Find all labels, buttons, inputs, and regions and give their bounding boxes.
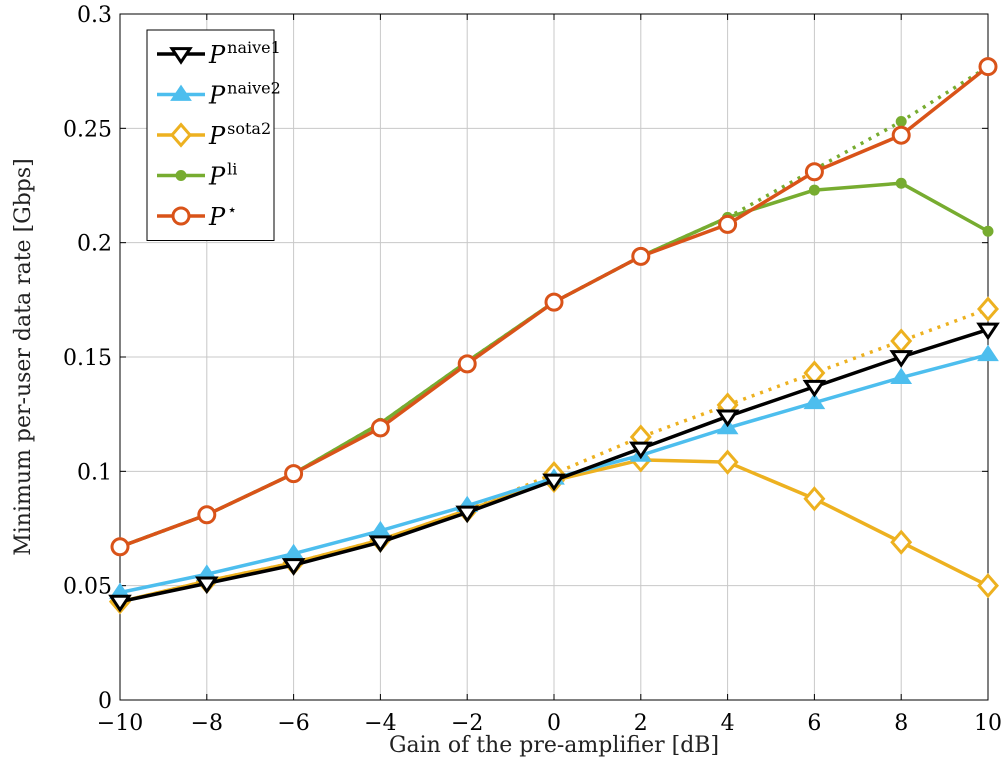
data-point: [370, 418, 390, 438]
x-axis-title: Gain of the pre-amplifier [dB]: [389, 733, 719, 758]
y-tick-label: 0.3: [77, 3, 112, 28]
data-point: [455, 505, 480, 524]
legend-label-superscript: naive2: [227, 79, 281, 98]
data-point: [808, 184, 820, 196]
x-tick-label: −4: [364, 711, 396, 736]
data-point: [976, 322, 1000, 341]
data-point: [804, 162, 824, 182]
y-tick-label: 0.2: [77, 232, 112, 257]
y-tick-label: 0.1: [77, 460, 112, 485]
data-point: [889, 350, 914, 368]
x-tick-label: 8: [894, 711, 908, 736]
x-tick-label: −10: [97, 711, 143, 736]
data-point: [803, 392, 826, 410]
data-point: [977, 296, 999, 322]
data-point: [194, 576, 219, 595]
data-point: [281, 558, 306, 576]
x-tick-label: 0: [547, 711, 561, 736]
data-point: [978, 57, 998, 77]
y-tick-label: 0: [98, 689, 112, 714]
legend-label-superscript: li: [227, 160, 237, 179]
x-tick-label: 2: [634, 711, 648, 736]
data-point: [890, 328, 913, 354]
data-point: [718, 214, 738, 234]
data-point: [977, 344, 999, 362]
data-point: [890, 529, 913, 555]
y-tick-label: 0.15: [63, 346, 112, 371]
x-tick-label: −2: [451, 711, 483, 736]
legend-marker: [169, 47, 193, 65]
legend-marker: [170, 84, 192, 101]
data-point: [802, 379, 827, 398]
data-point: [977, 573, 999, 599]
data-point: [715, 409, 740, 428]
series-naive1: [108, 322, 1000, 613]
data-point: [890, 367, 913, 384]
legend-label-superscript: sota2: [227, 119, 271, 138]
data-point: [544, 292, 564, 312]
data-point: [368, 535, 393, 554]
data-point: [895, 177, 907, 189]
x-tick-label: −8: [191, 711, 223, 736]
data-point: [895, 115, 907, 127]
legend-label-superscript: naive1: [227, 38, 281, 57]
data-point: [628, 441, 653, 460]
legend-label-superscript: ⋆: [227, 200, 237, 219]
data-point: [197, 505, 217, 525]
data-point: [716, 449, 739, 475]
data-point: [542, 473, 566, 492]
legend-marker: [171, 206, 191, 226]
tick-labels: −10 −8 −6 −4 −2 0 2 4 6 8 10 0 0.05 0.1 0.15 0.2 0.25 0.3: [63, 3, 1002, 736]
data-point: [284, 464, 304, 484]
series-layer: [108, 57, 1000, 615]
data-point: [110, 537, 130, 557]
legend-item: P ⋆: [157, 200, 237, 231]
data-point: [982, 225, 994, 237]
x-tick-label: 6: [807, 711, 821, 736]
series-⋆: [110, 57, 998, 557]
data-point: [803, 486, 826, 512]
x-tick-label: 4: [721, 711, 735, 736]
data-point: [891, 125, 911, 145]
data-point: [457, 354, 477, 374]
y-tick-label: 0.05: [63, 575, 112, 600]
x-tick-label: 10: [974, 711, 1002, 736]
legend-marker: [170, 122, 192, 148]
x-tick-label: −6: [277, 711, 309, 736]
data-point: [108, 594, 132, 613]
data-point: [631, 246, 651, 266]
y-axis-title: Minimum per-user data rate [Gbps]: [11, 158, 36, 556]
legend-marker: [175, 170, 187, 181]
y-tick-label: 0.25: [63, 117, 112, 142]
